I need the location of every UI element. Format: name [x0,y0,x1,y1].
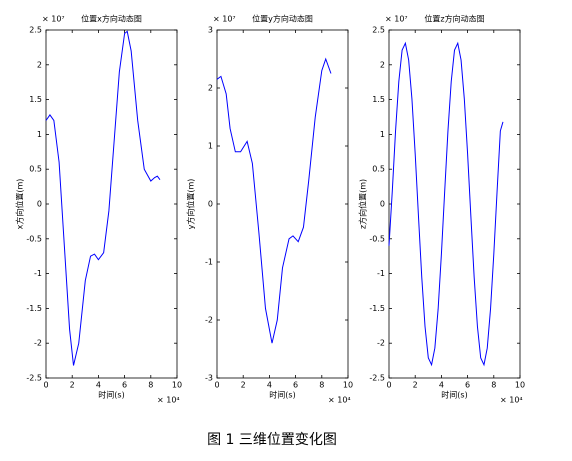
y-exponent: × 10⁷ [42,15,65,24]
y-axis-label: x方向位置(m) [15,179,25,230]
data-line [216,57,332,344]
y-tick-label: 1 [380,130,385,139]
x-axis-label: 时间(s) [98,390,124,400]
x-axis-label: 时间(s) [269,390,295,400]
x-tick-label: 2 [413,381,418,390]
y-tick-label: -2 [205,316,213,325]
x-tick-label: 2 [241,381,246,390]
y-tick-label: 1 [37,130,42,139]
y-tick-label: 0 [208,200,213,209]
y-tick-label: 2 [208,84,213,93]
y-tick-label: 0.5 [29,165,42,174]
x-tick-label: 6 [293,381,298,390]
x-tick-label: 8 [319,381,324,390]
y-tick-label: -2.5 [369,374,385,383]
data-line [388,41,504,367]
y-tick-label: 0 [380,200,385,209]
x-exponent: × 10⁴ [157,396,180,405]
x-exponent: × 10⁴ [328,396,351,405]
y-tick-label: -2.5 [26,374,42,383]
x-tick-label: 8 [148,381,153,390]
x-tick-label: 0 [386,381,391,390]
y-tick-label: -3 [205,374,213,383]
y-axis-label: y方向位置(m) [186,179,196,230]
x-tick-label: 8 [491,381,496,390]
y-exponent: × 10⁷ [385,15,408,24]
y-tick-label: -0.5 [369,234,385,243]
x-tick-label: 10 [515,381,525,390]
x-tick-label: 0 [214,381,219,390]
x-axis-label: 时间(s) [441,390,467,400]
x-tick-label: 4 [96,381,101,390]
y-tick-label: -2 [34,339,42,348]
figure-caption: 图 1 三维位置变化图 [207,432,337,448]
y-tick-label: -1 [34,269,42,278]
x-tick-label: 10 [343,381,353,390]
y-tick-label: -1.5 [26,304,42,313]
y-tick-label: 2 [380,60,385,69]
x-exponent: × 10⁴ [500,396,523,405]
x-tick-label: 6 [465,381,470,390]
plot-box [45,29,178,379]
y-tick-label: 2.5 [372,26,385,35]
x-tick-label: 6 [122,381,127,390]
y-tick-label: 2.5 [29,26,42,35]
y-tick-label: 0 [37,200,42,209]
x-tick-label: 4 [267,381,272,390]
chart-title: 位置z方向动态图 [424,14,484,24]
x-tick-label: 2 [70,381,75,390]
y-tick-label: 1.5 [372,95,385,104]
data-line [45,30,161,366]
y-tick-label: -1 [205,258,213,267]
y-tick-label: -2 [377,339,385,348]
chart-title: 位置y方向动态图 [252,14,313,24]
y-tick-label: 1.5 [29,95,42,104]
y-tick-label: -1.5 [369,304,385,313]
x-tick-label: 10 [172,381,182,390]
plot-box [388,29,521,379]
plot-box [216,29,349,379]
y-tick-label: -0.5 [26,234,42,243]
y-tick-label: -1 [377,269,385,278]
y-axis-label: z方向位置(m) [358,179,368,229]
y-tick-label: 0.5 [372,165,385,174]
y-exponent: × 10⁷ [213,15,236,24]
x-tick-label: 0 [43,381,48,390]
chart-title: 位置x方向动态图 [81,14,142,24]
y-tick-label: 1 [208,142,213,151]
y-tick-label: 2 [37,60,42,69]
x-tick-label: 4 [439,381,444,390]
y-tick-label: 3 [208,26,213,35]
